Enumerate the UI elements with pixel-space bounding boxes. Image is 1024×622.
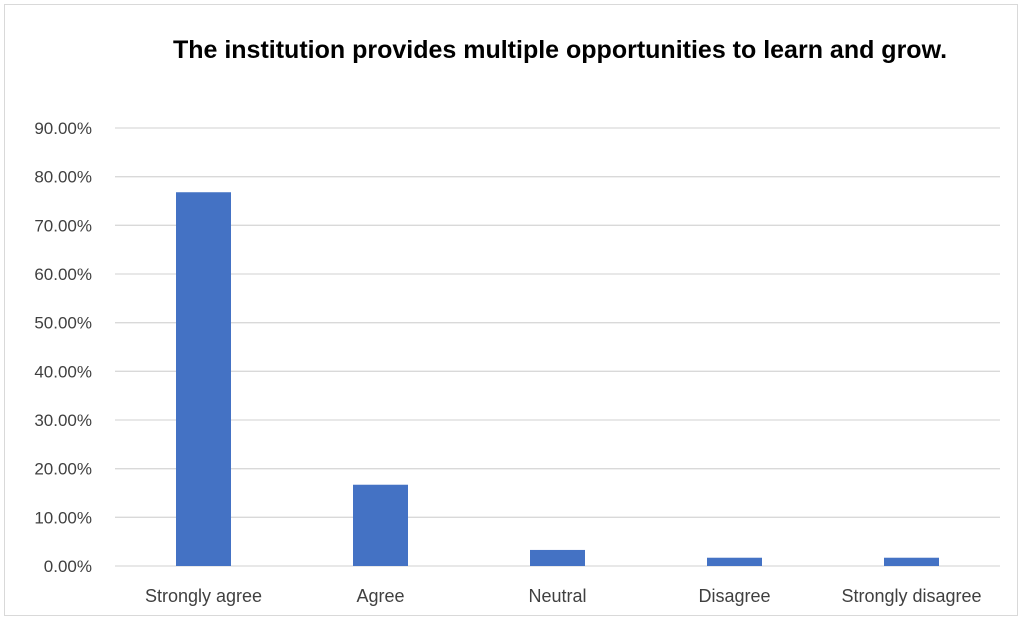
- y-tick-label: 80.00%: [34, 168, 92, 187]
- y-axis-ticks: 0.00% 10.00% 20.00% 30.00% 40.00% 50.00% 60.00…: [34, 119, 92, 576]
- x-category-label: Neutral: [528, 586, 586, 606]
- y-tick-label: 10.00%: [34, 508, 92, 527]
- gridlines: [115, 127, 1000, 567]
- y-tick-label: 50.00%: [34, 314, 92, 333]
- chart-title: The institution provides multiple opport…: [172, 36, 948, 64]
- y-tick-label: 40.00%: [34, 362, 92, 381]
- y-tick-label: 70.00%: [34, 216, 92, 235]
- y-tick-label: 30.00%: [34, 411, 92, 430]
- x-category-label: Strongly disagree: [841, 586, 981, 606]
- bar-strongly-disagree: [884, 557, 939, 566]
- x-axis-labels: Strongly agree Agree Neutral Disagree Strong…: [145, 586, 982, 606]
- bar-strongly-agree: [176, 192, 231, 567]
- y-tick-label: 20.00%: [34, 460, 92, 479]
- x-category-label: Agree: [356, 586, 404, 606]
- bar-agree: [353, 484, 408, 566]
- y-tick-label: 90.00%: [34, 119, 92, 138]
- bar-neutral: [530, 549, 585, 566]
- bar-disagree: [707, 557, 762, 566]
- y-tick-label: 0.00%: [44, 557, 92, 576]
- x-category-label: Strongly agree: [145, 586, 262, 606]
- y-tick-label: 60.00%: [34, 265, 92, 284]
- chart-frame: [4, 4, 1018, 616]
- bars: [176, 192, 939, 567]
- x-category-label: Disagree: [698, 586, 770, 606]
